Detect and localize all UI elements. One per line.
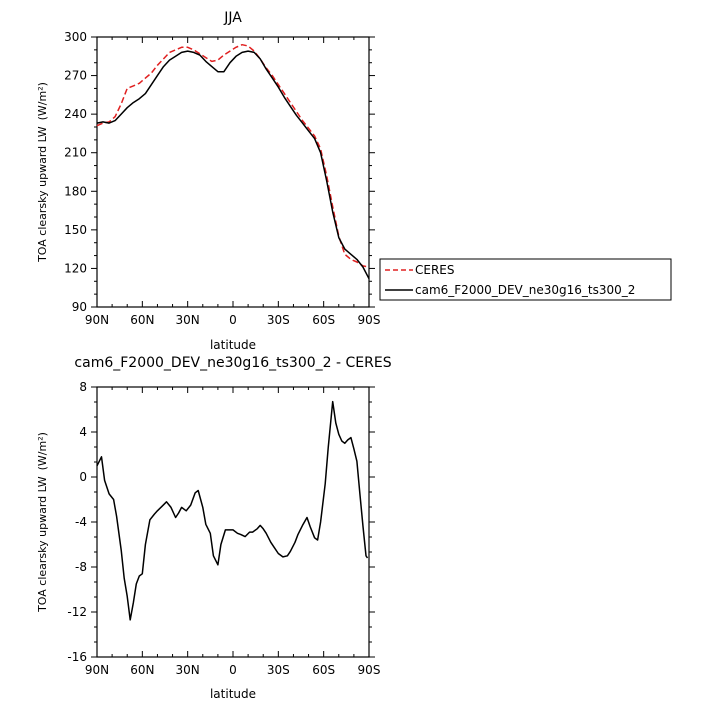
plot-frame xyxy=(96,36,370,308)
x-tick-label: 0 xyxy=(229,313,237,327)
bottom-x-axis-label: latitude xyxy=(210,687,256,701)
top-y-axis-label: TOA clearsky upward LW (W/m²) xyxy=(36,82,49,263)
y-tick-label: 150 xyxy=(64,223,87,237)
bottom-y-axis-label: TOA clearsky upward LW (W/m²) xyxy=(36,432,49,613)
y-tick-label: 210 xyxy=(64,146,87,160)
top-chart-panel: JJA 90N 60N 30N 0 30S 60S 90S 90 120 150 180 210 240… xyxy=(36,10,672,352)
y-tick-label: 240 xyxy=(64,107,87,121)
y-tick-label: -4 xyxy=(75,515,87,529)
y-tick-label: 4 xyxy=(79,425,87,439)
bottom-y-axis-label-units: (W/m²) xyxy=(36,432,49,470)
x-tick-label: 0 xyxy=(229,663,237,677)
legend-label-ceres: CERES xyxy=(415,263,455,277)
legend-box xyxy=(379,258,672,301)
y-tick-label: -8 xyxy=(75,560,87,574)
series-line-ceres xyxy=(96,43,370,268)
legend-label-model: cam6_F2000_DEV_ne30g16_ts300_2 xyxy=(415,283,635,297)
top-x-axis-label: latitude xyxy=(210,338,256,352)
y-tick-label: 300 xyxy=(64,30,87,44)
bottom-chart-panel: cam6_F2000_DEV_ne30g16_ts300_2 - CERES 9… xyxy=(36,355,392,701)
x-tick-label: 30S xyxy=(267,663,290,677)
series-line-difference xyxy=(96,400,369,621)
bottom-plot-area: 90N 60N 30N 0 30S 60S 90S -16 -12 -8 -4 0 4 8 xyxy=(67,380,380,677)
series-line-model xyxy=(96,50,370,280)
y-tick-label: -12 xyxy=(67,605,87,619)
x-tick-label: 60S xyxy=(312,663,335,677)
x-tick-label: 90N xyxy=(85,663,109,677)
bottom-y-axis-label-main: TOA clearsky upward LW xyxy=(36,476,49,613)
y-tick-label: 8 xyxy=(79,380,87,394)
y-tick-label: 0 xyxy=(79,470,87,484)
bottom-chart-title: cam6_F2000_DEV_ne30g16_ts300_2 - CERES xyxy=(74,355,391,371)
x-tick-label: 90S xyxy=(358,313,381,327)
y-tick-label: 180 xyxy=(64,184,87,198)
x-tick-label: 90S xyxy=(358,663,381,677)
legend: CERES cam6_F2000_DEV_ne30g16_ts300_2 xyxy=(379,258,672,301)
x-tick-label: 60N xyxy=(130,663,154,677)
x-tick-label: 60N xyxy=(130,313,154,327)
top-plot-area: 90N 60N 30N 0 30S 60S 90S 90 120 150 180 210 240 270 3… xyxy=(64,30,380,327)
x-tick-label: 30N xyxy=(176,313,200,327)
top-chart-title: JJA xyxy=(223,10,242,26)
x-tick-label: 30N xyxy=(176,663,200,677)
x-tick-label: 90N xyxy=(85,313,109,327)
y-tick-label: 90 xyxy=(72,300,87,314)
y-tick-label: 120 xyxy=(64,261,87,275)
plot-frame xyxy=(96,386,370,658)
top-y-axis-label-main: TOA clearsky upward LW xyxy=(36,126,49,263)
top-y-axis-label-units: (W/m²) xyxy=(36,82,49,120)
x-tick-label: 30S xyxy=(267,313,290,327)
x-tick-label: 60S xyxy=(312,313,335,327)
y-tick-label: 270 xyxy=(64,69,87,83)
y-tick-label: -16 xyxy=(67,650,87,664)
